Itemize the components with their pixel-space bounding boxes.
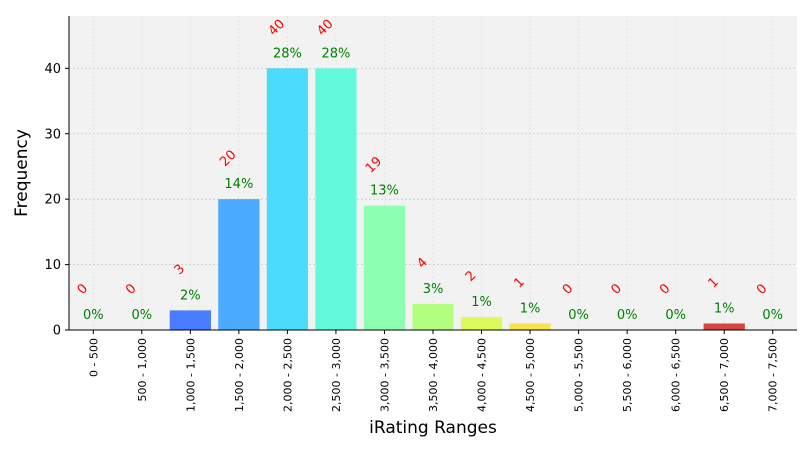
percent-label: 28%: [321, 46, 350, 61]
x-ticks: 0 - 500 500 - 1,000 1,000 - 1,500 1,500 - 2…: [87, 330, 780, 412]
bar: [218, 199, 260, 330]
percent-label: 0%: [568, 308, 589, 323]
x-tick-label: 6,000 - 6,500: [670, 338, 683, 412]
bar: [169, 310, 211, 330]
y-tick-label: 10: [44, 258, 61, 273]
percent-label: 28%: [273, 46, 302, 61]
x-tick-label: 3,000 - 3,500: [378, 338, 391, 412]
x-tick-label: 7,000 - 7,500: [767, 338, 780, 412]
y-tick-label: 0: [53, 324, 61, 339]
bars: [169, 68, 745, 330]
x-tick-label: 2,000 - 2,500: [281, 338, 294, 412]
percent-label: 0%: [617, 308, 638, 323]
x-tick-label: 2,500 - 3,000: [330, 338, 343, 412]
bar: [460, 316, 503, 330]
percent-label: 14%: [224, 177, 253, 192]
x-tick-label: 0 - 500: [87, 338, 100, 377]
x-tick-label: 3,500 - 4,000: [427, 338, 440, 412]
y-tick-label: 20: [44, 193, 61, 208]
bar: [315, 68, 357, 330]
x-tick-label: 1,000 - 1,500: [184, 338, 197, 412]
bar: [509, 323, 551, 330]
percent-label: 0%: [131, 308, 152, 323]
y-ticks: 0 10 20 30 40: [44, 62, 69, 339]
percent-label: 3%: [423, 282, 444, 297]
x-tick-label: 4,500 - 5,000: [524, 338, 537, 412]
x-tick-label: 5,000 - 5,500: [573, 338, 586, 412]
bar: [363, 205, 406, 330]
y-tick-label: 30: [44, 127, 61, 142]
x-tick-label: 5,500 - 6,000: [621, 338, 634, 412]
percent-label: 1%: [714, 301, 735, 316]
percent-label: 0%: [762, 308, 783, 323]
percent-label: 1%: [471, 295, 492, 310]
bar: [266, 68, 309, 330]
x-tick-label: 6,500 - 7,000: [718, 338, 731, 412]
percent-label: 0%: [83, 308, 104, 323]
percent-label: 1%: [520, 301, 541, 316]
y-tick-label: 40: [44, 62, 61, 77]
bar-labels: 0%00%0 2%314%2028%4028%4013%193%41%21%10%…: [75, 17, 783, 323]
y-axis-title: Frequency: [12, 129, 32, 217]
x-tick-label: 4,000 - 4,500: [476, 338, 489, 412]
percent-label: 13%: [370, 184, 399, 199]
x-axis-title: iRating Ranges: [369, 418, 497, 438]
percent-label: 2%: [180, 288, 201, 303]
bar: [703, 323, 745, 330]
percent-label: 0%: [665, 308, 686, 323]
x-tick-label: 500 - 1,000: [136, 338, 149, 401]
x-tick-label: 1,500 - 2,000: [233, 338, 246, 412]
bar: [412, 303, 454, 330]
